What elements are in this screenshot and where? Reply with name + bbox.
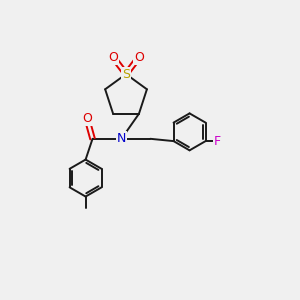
Text: N: N bbox=[117, 132, 126, 145]
Text: O: O bbox=[108, 51, 118, 64]
Text: F: F bbox=[214, 135, 221, 148]
Text: S: S bbox=[122, 68, 130, 81]
Text: O: O bbox=[134, 51, 144, 64]
Text: O: O bbox=[82, 112, 92, 124]
